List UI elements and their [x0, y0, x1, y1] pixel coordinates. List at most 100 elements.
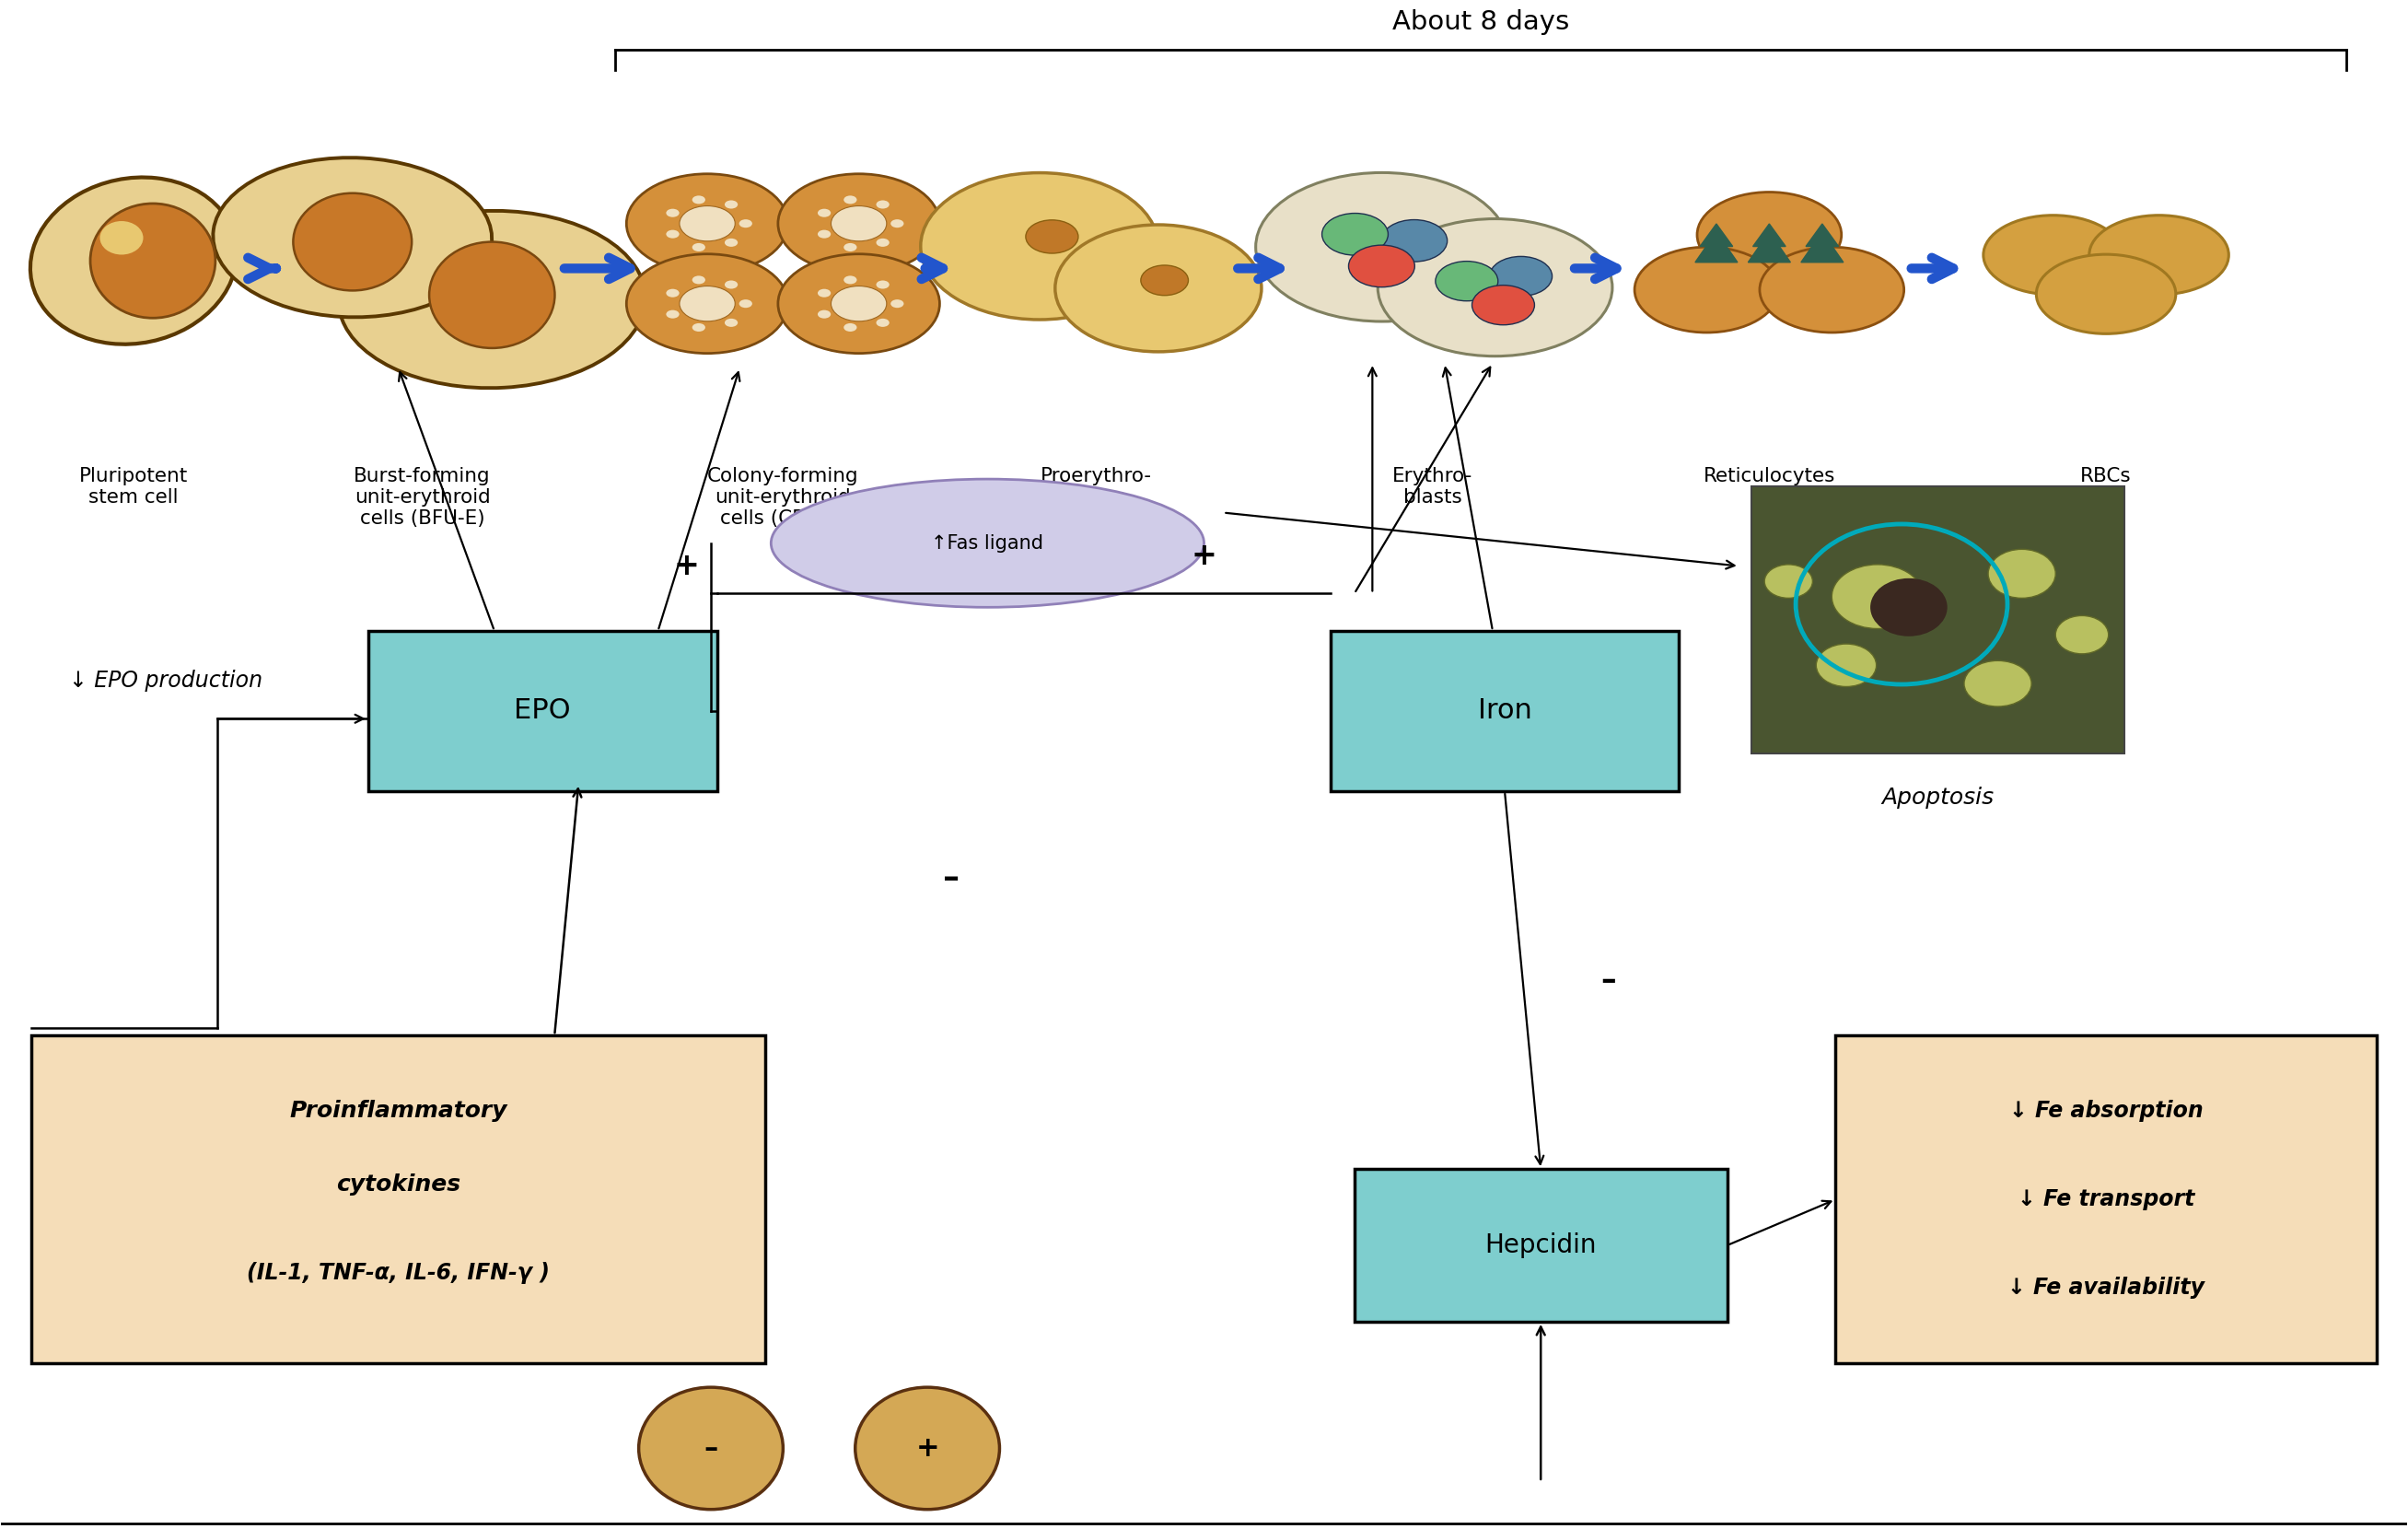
- Ellipse shape: [667, 229, 679, 239]
- FancyBboxPatch shape: [1751, 486, 2124, 754]
- Ellipse shape: [99, 222, 142, 255]
- Ellipse shape: [679, 286, 734, 321]
- Text: cytokines: cytokines: [337, 1173, 460, 1196]
- Ellipse shape: [891, 300, 903, 307]
- Ellipse shape: [831, 286, 886, 321]
- Ellipse shape: [1984, 216, 2124, 295]
- Ellipse shape: [819, 229, 831, 239]
- Ellipse shape: [638, 1387, 783, 1509]
- Text: Proerythro-
blasts: Proerythro- blasts: [1040, 466, 1151, 506]
- Ellipse shape: [1765, 564, 1813, 598]
- Ellipse shape: [1965, 661, 2032, 706]
- Ellipse shape: [843, 275, 857, 284]
- Text: Pluripotent
stem cell: Pluripotent stem cell: [79, 466, 188, 506]
- Ellipse shape: [1348, 245, 1416, 287]
- Ellipse shape: [2037, 254, 2177, 333]
- Ellipse shape: [1055, 225, 1262, 352]
- Ellipse shape: [877, 239, 889, 246]
- Ellipse shape: [725, 239, 737, 246]
- Text: ↓ EPO production: ↓ EPO production: [70, 670, 262, 691]
- Ellipse shape: [1382, 220, 1447, 261]
- Ellipse shape: [1255, 173, 1507, 321]
- Ellipse shape: [877, 200, 889, 208]
- Ellipse shape: [1322, 213, 1387, 255]
- Ellipse shape: [778, 254, 939, 353]
- Text: Proinflammatory: Proinflammatory: [289, 1099, 508, 1122]
- Ellipse shape: [1141, 265, 1187, 295]
- Text: Apoptosis: Apoptosis: [1881, 786, 1994, 809]
- Ellipse shape: [855, 1387, 999, 1509]
- Ellipse shape: [1698, 193, 1842, 278]
- Ellipse shape: [691, 275, 706, 284]
- Ellipse shape: [843, 243, 857, 251]
- Text: About 8 days: About 8 days: [1392, 9, 1570, 35]
- Ellipse shape: [725, 200, 737, 208]
- Ellipse shape: [212, 157, 491, 317]
- Ellipse shape: [1760, 248, 1905, 332]
- Ellipse shape: [1871, 578, 1948, 636]
- Ellipse shape: [1832, 564, 1924, 628]
- Ellipse shape: [725, 280, 737, 289]
- Ellipse shape: [626, 254, 787, 353]
- Polygon shape: [1753, 223, 1787, 246]
- Ellipse shape: [877, 318, 889, 327]
- Text: +: +: [915, 1436, 939, 1462]
- Text: ↑Fas ligand: ↑Fas ligand: [932, 534, 1043, 552]
- Ellipse shape: [667, 310, 679, 318]
- Text: ↓ Fe availability: ↓ Fe availability: [2008, 1277, 2206, 1300]
- Ellipse shape: [667, 209, 679, 217]
- FancyBboxPatch shape: [368, 631, 718, 790]
- Ellipse shape: [691, 196, 706, 203]
- Ellipse shape: [831, 206, 886, 242]
- Ellipse shape: [771, 479, 1204, 607]
- Ellipse shape: [667, 289, 679, 297]
- Text: ↓ Fe absorption: ↓ Fe absorption: [2008, 1099, 2203, 1122]
- Ellipse shape: [1471, 286, 1534, 324]
- Ellipse shape: [294, 193, 412, 291]
- Ellipse shape: [877, 280, 889, 289]
- Ellipse shape: [429, 242, 554, 349]
- Ellipse shape: [819, 289, 831, 297]
- Ellipse shape: [31, 177, 236, 344]
- Ellipse shape: [1026, 220, 1079, 254]
- Ellipse shape: [1635, 248, 1780, 332]
- Ellipse shape: [340, 211, 645, 388]
- Ellipse shape: [89, 203, 214, 318]
- FancyBboxPatch shape: [1353, 1170, 1727, 1321]
- Ellipse shape: [2090, 216, 2230, 295]
- Text: Hepcidin: Hepcidin: [1486, 1232, 1597, 1258]
- FancyBboxPatch shape: [1835, 1035, 2377, 1364]
- Text: ↓ Fe transport: ↓ Fe transport: [2018, 1188, 2194, 1211]
- Text: +: +: [1192, 540, 1216, 570]
- FancyBboxPatch shape: [1329, 631, 1678, 790]
- Ellipse shape: [819, 310, 831, 318]
- Ellipse shape: [725, 318, 737, 327]
- Polygon shape: [1700, 223, 1734, 246]
- Ellipse shape: [778, 174, 939, 274]
- Polygon shape: [1748, 232, 1792, 263]
- Text: Colony-forming
unit-erythroid
cells (CFU-E): Colony-forming unit-erythroid cells (CFU…: [708, 466, 860, 528]
- Ellipse shape: [679, 206, 734, 242]
- Ellipse shape: [1816, 644, 1876, 687]
- Ellipse shape: [691, 323, 706, 332]
- Ellipse shape: [891, 219, 903, 228]
- Ellipse shape: [843, 196, 857, 203]
- Ellipse shape: [626, 174, 787, 274]
- Polygon shape: [1806, 223, 1840, 246]
- Text: EPO: EPO: [515, 697, 571, 725]
- Text: Reticulocytes: Reticulocytes: [1702, 466, 1835, 485]
- Ellipse shape: [1435, 261, 1498, 301]
- Ellipse shape: [739, 300, 751, 307]
- Ellipse shape: [1491, 257, 1553, 297]
- Ellipse shape: [691, 243, 706, 251]
- Ellipse shape: [1989, 549, 2056, 598]
- Ellipse shape: [819, 209, 831, 217]
- Polygon shape: [1695, 232, 1739, 263]
- Ellipse shape: [2056, 616, 2109, 654]
- Text: +: +: [674, 550, 701, 581]
- Text: –: –: [703, 1436, 718, 1462]
- Text: Burst-forming
unit-erythroid
cells (BFU-E): Burst-forming unit-erythroid cells (BFU-…: [354, 466, 491, 528]
- Polygon shape: [1801, 232, 1845, 263]
- Ellipse shape: [843, 323, 857, 332]
- Text: (IL-1, TNF-α, IL-6, IFN-γ ): (IL-1, TNF-α, IL-6, IFN-γ ): [246, 1261, 549, 1284]
